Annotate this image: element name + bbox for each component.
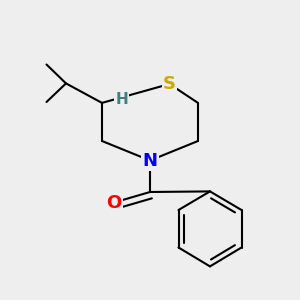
Text: O: O	[106, 194, 122, 211]
Text: N: N	[142, 152, 158, 169]
Text: S: S	[163, 75, 176, 93]
Text: H: H	[115, 92, 128, 107]
